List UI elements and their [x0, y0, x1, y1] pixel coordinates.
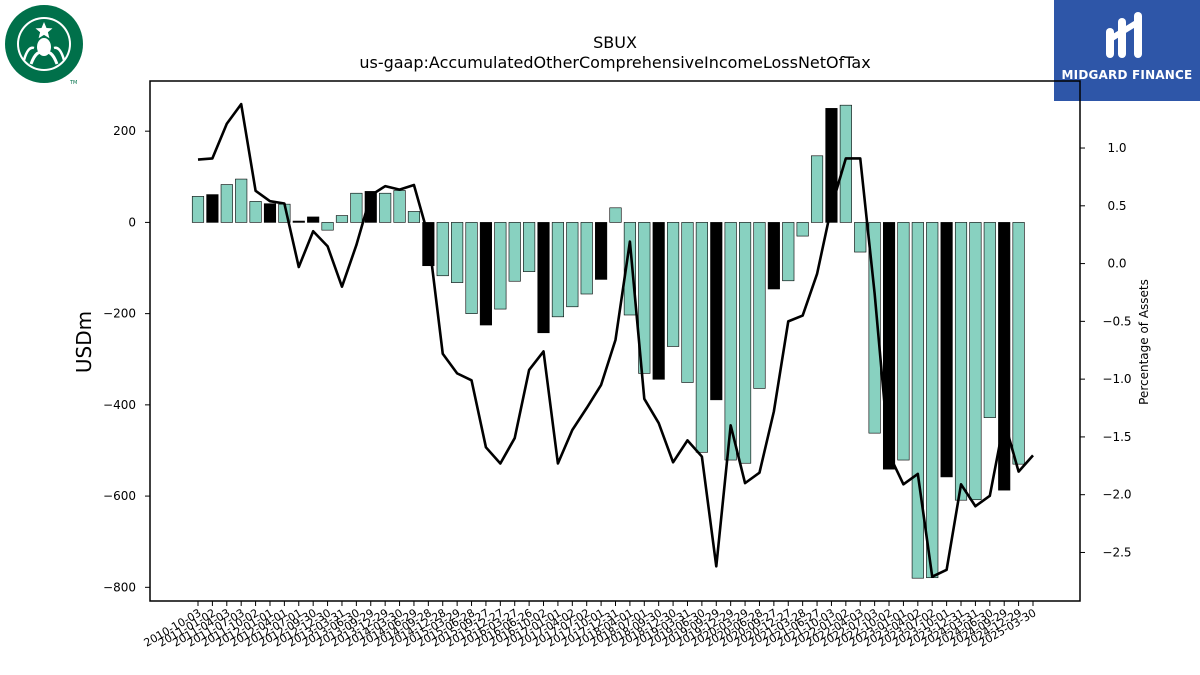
bar-2014-06-29	[407, 211, 421, 223]
bar-2024-03-31	[969, 222, 982, 501]
y-tick-label: 200	[113, 124, 136, 138]
logo-tm: TM	[69, 80, 77, 86]
bar-2013-06-30	[350, 192, 363, 223]
bar-2021-06-27	[810, 155, 824, 223]
y2-tick-label: 1.0	[1107, 141, 1126, 155]
y-axis: 200 0 −200 −400 −600 −800	[103, 124, 150, 594]
bar-2015-09-27	[479, 222, 492, 326]
chart-title: SBUX	[593, 33, 637, 52]
bar-2019-06-30	[695, 222, 708, 453]
y-tick-label: −400	[103, 398, 136, 412]
bar-2018-07-01	[638, 222, 651, 374]
bar-2020-03-29	[739, 222, 752, 464]
bar-2011-01-02	[206, 194, 219, 223]
y2-tick-label: 0.5	[1107, 199, 1126, 213]
bar-2017-07-02	[580, 222, 593, 295]
bar-2023-10-01	[940, 222, 953, 478]
bar-2017-04-02	[566, 222, 579, 308]
bar-2014-12-28	[436, 222, 449, 277]
y2-tick-label: −0.5	[1102, 314, 1131, 328]
bar-2015-03-29	[451, 222, 464, 283]
y2-tick-label: −1.0	[1102, 372, 1131, 386]
y2-tick-label: −1.5	[1102, 430, 1131, 444]
bar-2024-06-30	[983, 222, 996, 418]
bar-2013-09-29	[364, 191, 377, 223]
bar-2018-09-30	[652, 222, 665, 380]
bar-2023-07-02	[926, 222, 939, 579]
bar-2015-06-28	[465, 222, 478, 314]
bar-2016-10-02	[537, 222, 550, 334]
bar-2018-04-01	[623, 222, 636, 316]
bar-2012-07-01	[292, 220, 305, 223]
bar-2010-10-03	[191, 196, 205, 223]
bar-2022-07-03	[868, 222, 881, 434]
bar-2023-12-31	[954, 222, 968, 501]
y2-tick-label: −2.5	[1102, 545, 1131, 559]
bar-2012-12-30	[321, 222, 334, 231]
bar-2014-03-30	[393, 190, 406, 223]
bar-2013-03-31	[335, 215, 349, 223]
chart-subtitle: us-gaap:AccumulatedOtherComprehensiveInc…	[359, 53, 870, 72]
bar-2011-04-03	[220, 184, 233, 223]
bar-2019-03-31	[681, 222, 694, 383]
bar-2016-03-27	[508, 222, 521, 282]
bar-2012-01-01	[263, 203, 277, 223]
bar-2022-01-02	[839, 104, 852, 223]
y-tick-label: 0	[128, 215, 136, 229]
y-axis-label: USDm	[72, 311, 96, 373]
y2-axis: 1.0 0.5 0.0 −0.5 −1.0 −1.5 −2.0 −2.5	[1080, 141, 1132, 559]
y-tick-label: −800	[103, 580, 136, 594]
x-axis: 2010-10-032011-01-022011-04-032011-07-03…	[142, 601, 1039, 650]
bar-2020-12-27	[782, 222, 795, 282]
midgard-finance-logo: MIDGARD FINANCE	[1054, 0, 1200, 101]
percentage-line	[197, 102, 1034, 579]
bar-2019-09-29	[710, 222, 723, 401]
bar-2011-10-02	[249, 201, 262, 223]
y-tick-label: −600	[103, 489, 136, 503]
bar-2017-12-31	[609, 207, 622, 223]
bar-2021-10-03	[825, 108, 838, 223]
bar-2020-09-27	[767, 222, 780, 290]
bar-2015-12-27	[494, 222, 507, 310]
bar-2021-03-28	[796, 222, 809, 237]
line-series	[197, 102, 1034, 579]
bar-2023-04-02	[911, 222, 924, 579]
bar-2022-04-03	[854, 222, 867, 253]
bar-2016-06-26	[523, 222, 536, 272]
y2-tick-label: −2.0	[1102, 488, 1131, 502]
bar-2011-07-03	[235, 178, 248, 223]
midgard-finance-wordmark: MIDGARD FINANCE	[1061, 68, 1193, 82]
y2-axis-label: Percentage of Assets	[1137, 279, 1151, 405]
bar-2013-12-29	[379, 192, 392, 223]
bar-2023-01-01	[897, 222, 910, 461]
bar-2020-06-28	[753, 222, 766, 389]
y2-tick-label: 0.0	[1107, 257, 1126, 271]
bar-2022-10-02	[882, 222, 896, 470]
bar-2017-10-01	[595, 222, 608, 280]
bar-2018-12-30	[667, 222, 680, 347]
bar-2024-09-29	[998, 222, 1011, 491]
starbucks-logo: TM	[4, 4, 86, 86]
y-tick-label: −200	[103, 307, 136, 321]
bar-2017-01-01	[551, 222, 564, 318]
bar-2019-12-29	[724, 222, 737, 461]
bar-2012-09-30	[307, 216, 320, 223]
bar-2024-12-29	[1012, 222, 1025, 465]
bar-series	[191, 104, 1025, 579]
